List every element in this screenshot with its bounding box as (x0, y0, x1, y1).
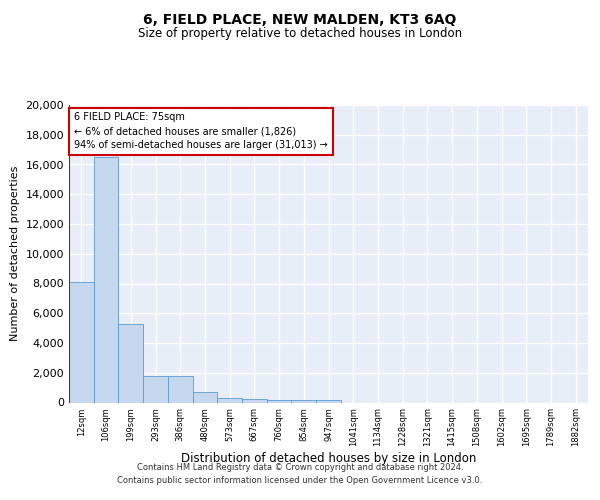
Bar (316, 400, 341, 402)
Bar (267, 400, 292, 402)
Bar (143, 376, 168, 402)
Text: Size of property relative to detached houses in London: Size of property relative to detached ho… (138, 28, 462, 40)
Text: 6, FIELD PLACE, NEW MALDEN, KT3 6AQ: 6, FIELD PLACE, NEW MALDEN, KT3 6AQ (143, 12, 457, 26)
X-axis label: Distribution of detached houses by size in London: Distribution of detached houses by size … (181, 452, 476, 465)
Bar (69, 282, 94, 403)
Bar (118, 324, 143, 402)
Text: 6 FIELD PLACE: 75sqm
← 6% of detached houses are smaller (1,826)
94% of semi-det: 6 FIELD PLACE: 75sqm ← 6% of detached ho… (74, 112, 328, 150)
Bar (94, 157, 118, 402)
Y-axis label: Number of detached properties: Number of detached properties (10, 166, 20, 342)
Bar (217, 398, 242, 402)
Text: Contains HM Land Registry data © Crown copyright and database right 2024.: Contains HM Land Registry data © Crown c… (137, 462, 463, 471)
Bar (193, 392, 217, 402)
Text: Contains public sector information licensed under the Open Government Licence v3: Contains public sector information licen… (118, 476, 482, 485)
Bar (242, 399, 267, 402)
Bar (168, 376, 193, 402)
Bar (292, 400, 316, 402)
